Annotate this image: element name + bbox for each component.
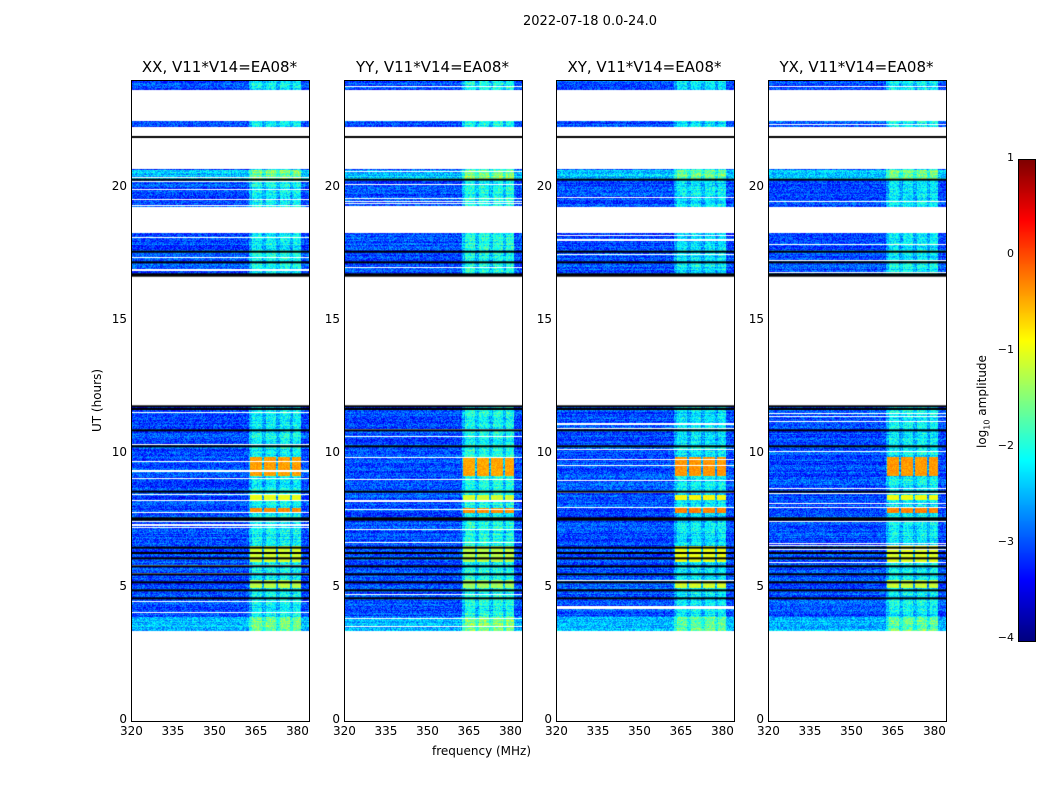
colorbar-tick-label: 0 <box>1007 247 1014 260</box>
y-tick-label: 0 <box>119 712 127 726</box>
panel-title: XX, V11*V14=EA08* <box>141 58 298 76</box>
x-tick-label: 350 <box>415 724 439 738</box>
colorbar-tick-label: −3 <box>997 535 1014 548</box>
y-tick-label: 0 <box>756 712 764 726</box>
x-tick-label: 350 <box>202 724 226 738</box>
y-tick-label: 5 <box>544 578 552 593</box>
x-tick-label: 320 <box>333 724 356 738</box>
y-tick-label: 20 <box>111 178 127 193</box>
x-tick-label: 335 <box>798 724 822 738</box>
y-tick-label: 10 <box>536 445 552 460</box>
panel-title: YX, V11*V14=EA08* <box>779 58 934 76</box>
waterfall-panel <box>131 80 310 722</box>
colorbar-tick-label: 1 <box>1007 151 1014 164</box>
x-tick-label: 365 <box>881 724 905 738</box>
colorbar-label: log10 amplitude <box>975 355 992 448</box>
x-tick-label: 380 <box>922 724 946 738</box>
y-tick-label: 0 <box>332 712 340 726</box>
colorbar <box>1018 159 1036 642</box>
y-tick-label: 15 <box>748 312 764 326</box>
y-tick-label: 20 <box>748 178 764 193</box>
y-tick-label: 0 <box>544 712 552 726</box>
x-tick-label: 335 <box>161 724 185 738</box>
panel-title: XY, V11*V14=EA08* <box>567 58 722 76</box>
x-tick-label: 335 <box>374 724 398 738</box>
y-tick-label: 15 <box>111 312 127 326</box>
colorbar-tick-label: −4 <box>997 631 1014 644</box>
figure-title: 2022-07-18 0.0-24.0 <box>523 14 657 29</box>
y-tick-label: 10 <box>324 445 340 460</box>
colorbar-tick-label: −1 <box>997 343 1014 356</box>
x-tick-label: 335 <box>586 724 610 738</box>
y-axis-label: UT (hours) <box>90 368 104 432</box>
x-tick-label: 380 <box>285 724 309 738</box>
x-axis-label: frequency (MHz) <box>432 744 532 758</box>
y-tick-label: 15 <box>536 312 552 326</box>
x-tick-label: 380 <box>710 724 734 738</box>
y-tick-label: 20 <box>536 178 552 193</box>
x-tick-label: 320 <box>757 724 780 738</box>
panel-title: YY, V11*V14=EA08* <box>356 58 509 76</box>
y-tick-label: 15 <box>324 312 340 326</box>
colorbar-tick-label: −2 <box>997 439 1014 452</box>
y-tick-label: 5 <box>756 578 764 593</box>
x-tick-label: 365 <box>244 724 268 738</box>
y-tick-label: 20 <box>324 178 340 193</box>
y-tick-label: 5 <box>332 578 340 593</box>
y-tick-label: 10 <box>748 445 764 460</box>
x-tick-label: 380 <box>498 724 522 738</box>
waterfall-panel <box>768 80 947 722</box>
x-tick-label: 365 <box>669 724 693 738</box>
x-tick-label: 350 <box>839 724 863 738</box>
waterfall-panel <box>344 80 523 722</box>
waterfall-panel <box>556 80 735 722</box>
y-tick-label: 5 <box>119 578 127 593</box>
x-tick-label: 320 <box>120 724 143 738</box>
y-tick-label: 10 <box>111 445 127 460</box>
x-tick-label: 350 <box>627 724 651 738</box>
x-tick-label: 320 <box>545 724 568 738</box>
x-tick-label: 365 <box>457 724 481 738</box>
